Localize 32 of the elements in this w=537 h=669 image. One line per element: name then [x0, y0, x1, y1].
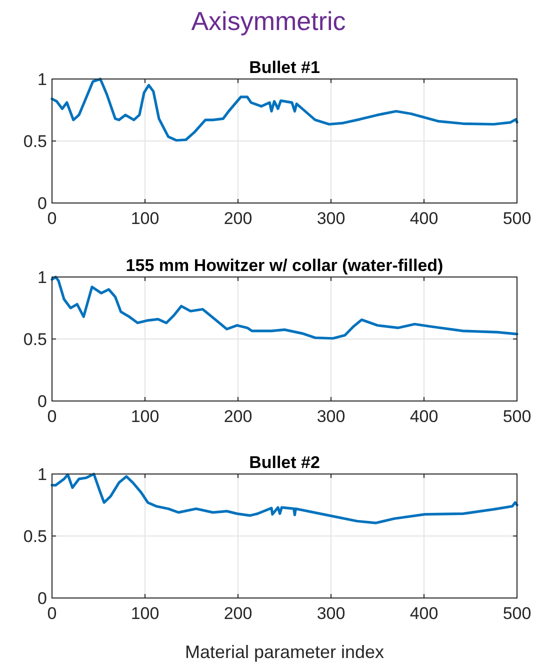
y-tick-label: 0: [38, 392, 47, 411]
chart-title: Bullet #2: [249, 453, 320, 472]
x-tick-label: 200: [224, 407, 252, 426]
x-tick-label: 200: [224, 604, 252, 623]
x-axis-title: Material parameter index: [184, 642, 384, 662]
x-tick-label: 500: [502, 604, 532, 623]
x-tick-label: 400: [410, 604, 438, 623]
y-tick-label: 0: [38, 194, 47, 213]
x-tick-label: 300: [316, 209, 346, 228]
x-tick-label: 400: [410, 209, 438, 228]
y-tick-label: 1: [38, 70, 47, 89]
chart-title: Bullet #1: [249, 58, 320, 77]
x-tick-label: 500: [502, 209, 532, 228]
x-tick-label: 300: [316, 604, 346, 623]
x-tick-label: 200: [224, 209, 252, 228]
line-series: [50, 78, 518, 142]
y-tick-label: 0: [38, 589, 47, 608]
y-tick-label: 0.5: [23, 527, 47, 546]
y-tick-label: 1: [38, 465, 47, 484]
x-tick-label: 500: [502, 407, 532, 426]
y-tick-label: 0.5: [23, 132, 47, 151]
x-tick-label: 100: [130, 209, 160, 228]
y-tick-label: 1: [38, 268, 47, 287]
y-tick-label: 0.5: [23, 330, 47, 349]
line-series: [50, 472, 518, 524]
chart-title: 155 mm Howitzer w/ collar (water-filled): [126, 256, 444, 275]
x-tick-label: 100: [130, 604, 160, 623]
x-tick-label: 400: [410, 407, 438, 426]
x-tick-label: 100: [130, 407, 160, 426]
line-series: [50, 276, 518, 340]
x-tick-label: 300: [316, 407, 346, 426]
text: Axisymmetric: [191, 6, 346, 36]
